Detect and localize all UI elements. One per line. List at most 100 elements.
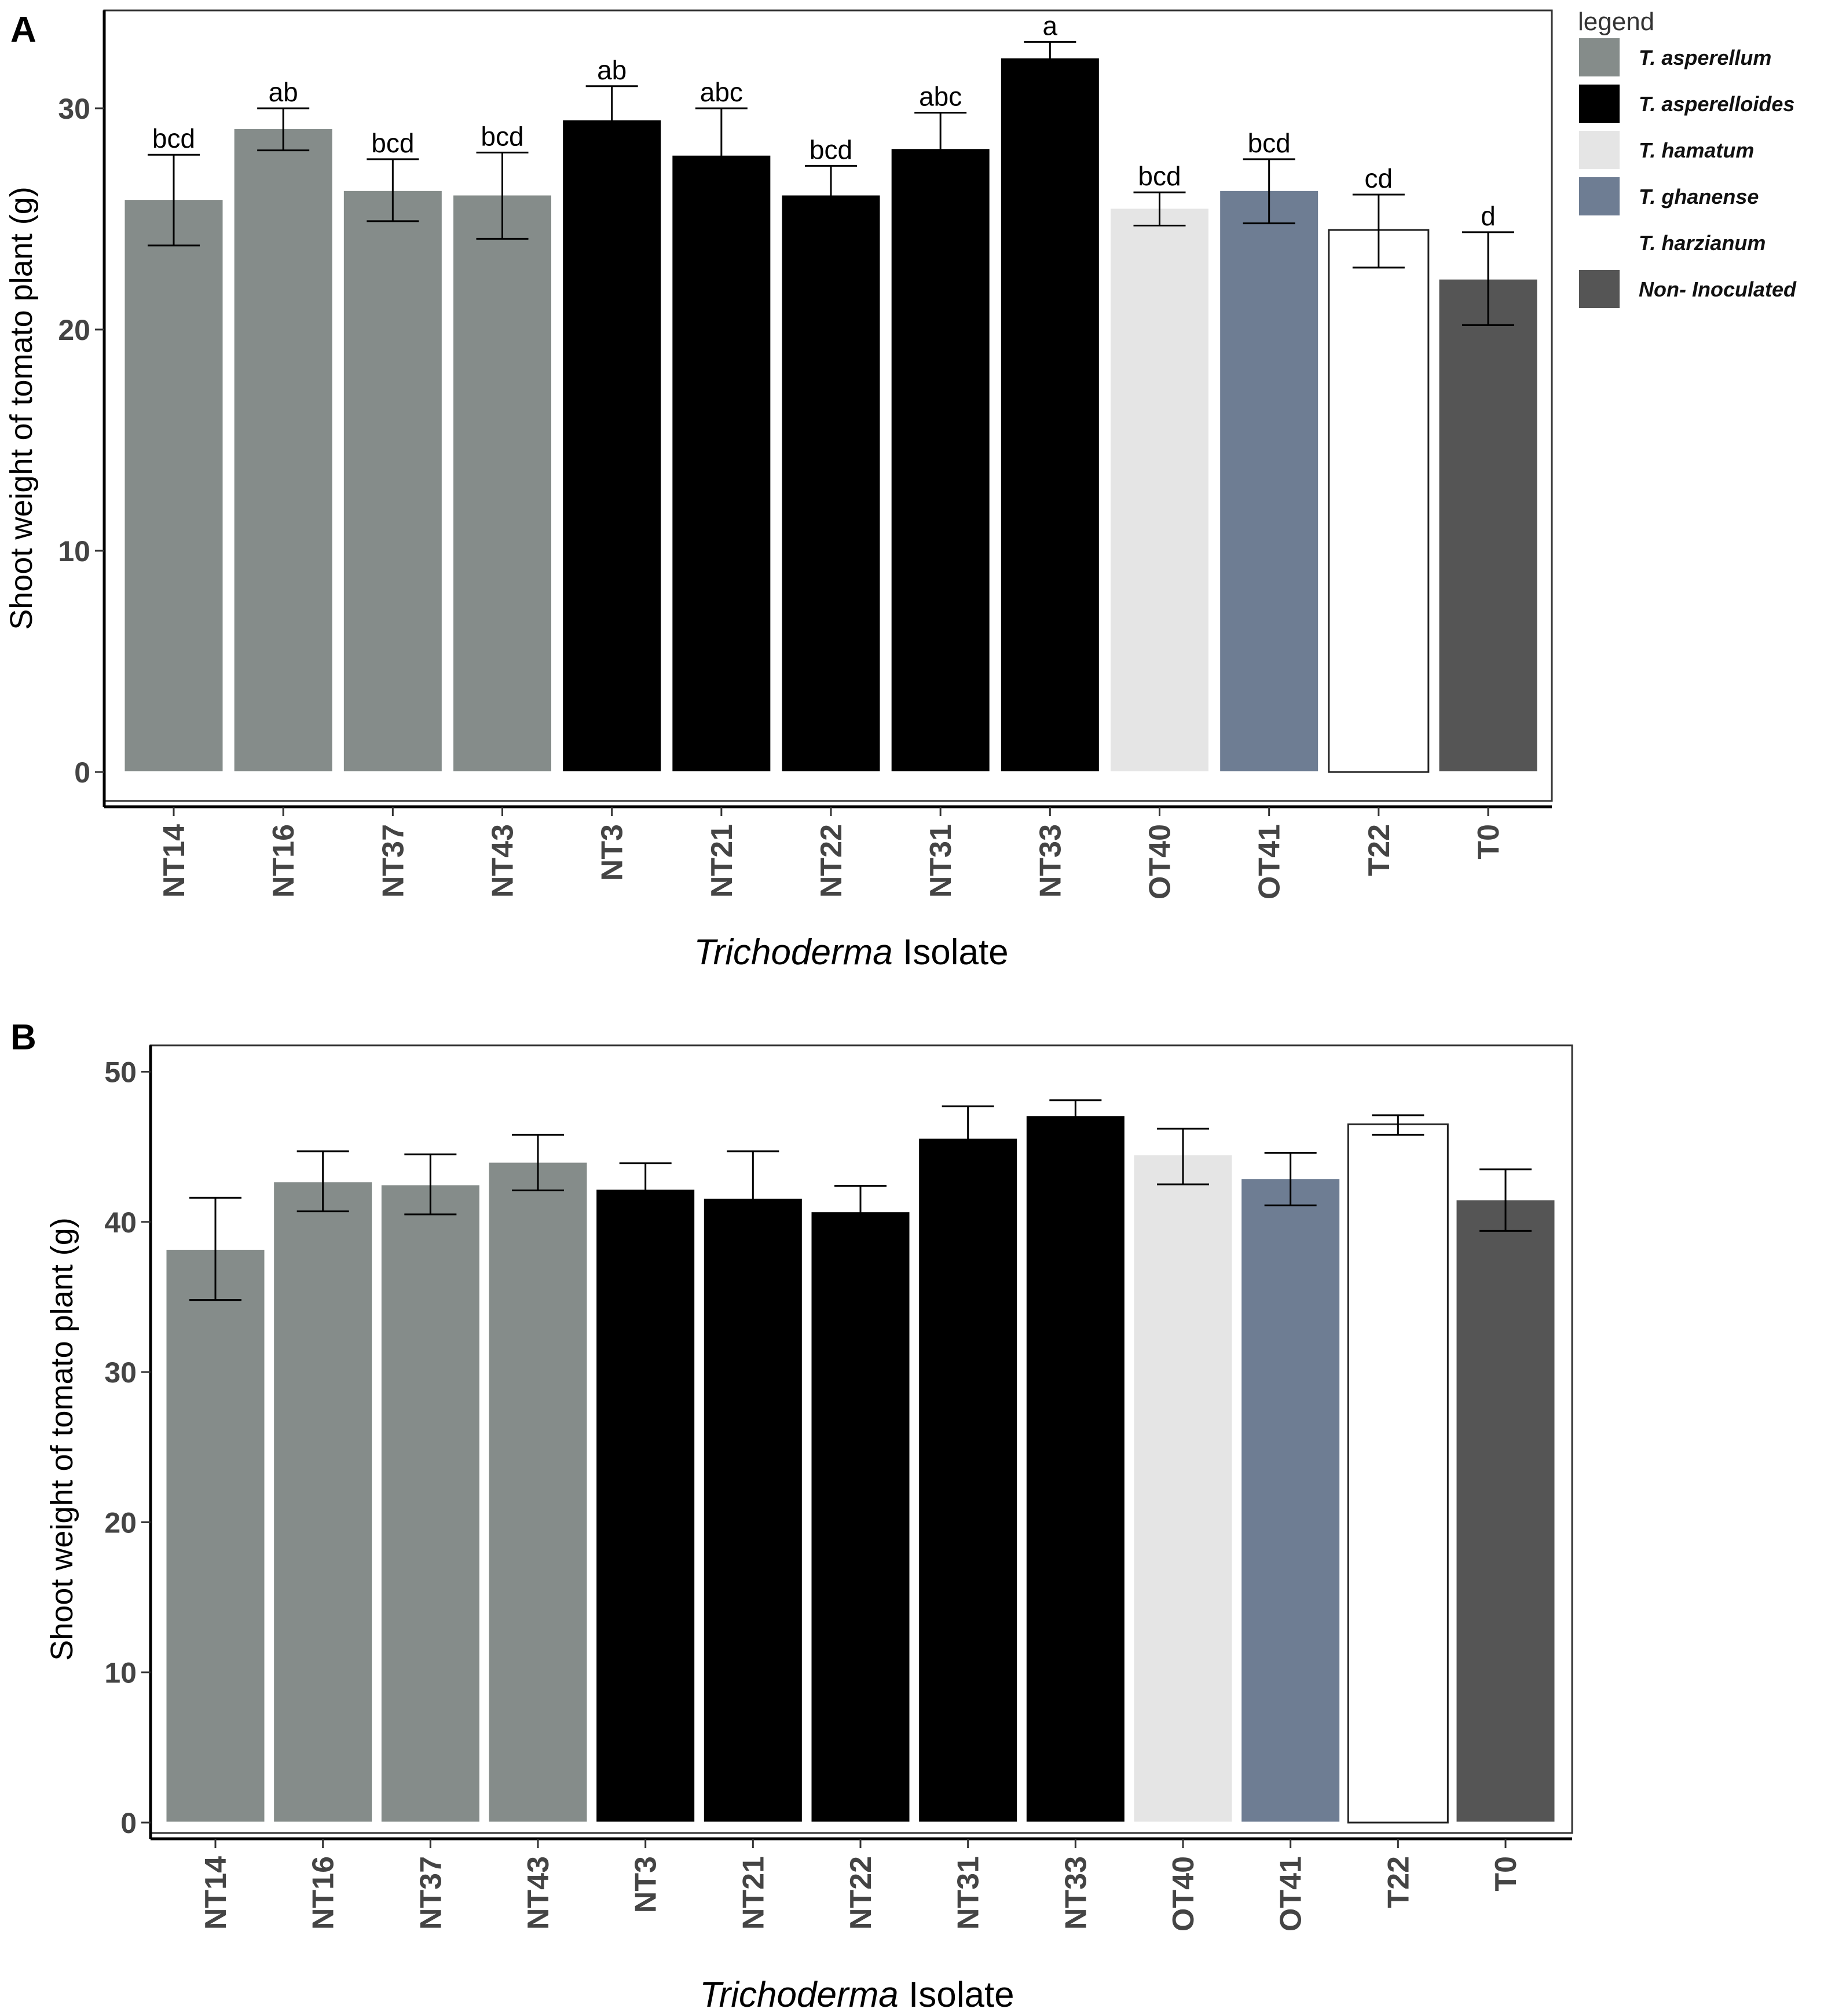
b-bar-NT16 bbox=[272, 1180, 374, 1824]
b-xtick-label-NT16: NT16 bbox=[307, 1856, 340, 1930]
a-letter-OT41: bcd bbox=[1248, 128, 1291, 158]
b-xtick-label-NT37: NT37 bbox=[414, 1856, 448, 1930]
panel-label-b: B bbox=[10, 1018, 36, 1058]
a-xtick-label-T22: T22 bbox=[1362, 824, 1396, 876]
b-xtick-label-OT41: OT41 bbox=[1274, 1856, 1308, 1931]
y-axis-title-b: Shoot weight of tomato plant (g) bbox=[45, 1217, 79, 1660]
a-bar-NT33 bbox=[999, 56, 1101, 773]
legend-label-0: T. asperellum bbox=[1639, 46, 1771, 69]
a-letter-NT22: bcd bbox=[810, 134, 852, 164]
legend: legend T. asperellum T. asperelloides T. h… bbox=[1578, 8, 1797, 308]
a-xtick-label-OT41: OT41 bbox=[1253, 824, 1287, 899]
b-bar-NT37 bbox=[379, 1183, 481, 1824]
a-xtick-label-NT16: NT16 bbox=[267, 824, 301, 898]
b-bar-NT14 bbox=[164, 1247, 266, 1824]
b-ytick-label-0: 0 bbox=[120, 1807, 137, 1839]
y-axis-a: 0 10 20 30 bbox=[58, 10, 106, 807]
error-bars-b bbox=[189, 1099, 1532, 1301]
b-bar-T22 bbox=[1347, 1123, 1449, 1824]
legend-key-4 bbox=[1579, 224, 1620, 262]
a-xtick-label-NT22: NT22 bbox=[815, 824, 848, 898]
legend-label-5: Non- Inoculated bbox=[1639, 277, 1797, 301]
legend-key-2 bbox=[1579, 131, 1620, 169]
y-axis-title-a: Shoot weight of tomato plant (g) bbox=[4, 186, 39, 630]
b-xtick-label-NT31: NT31 bbox=[952, 1856, 986, 1930]
x-axis-title-b-rest: Isolate bbox=[909, 1975, 1014, 2015]
a-ytick-label-10: 10 bbox=[58, 535, 90, 568]
legend-key-0 bbox=[1579, 38, 1620, 76]
b-xtick-label-T22: T22 bbox=[1382, 1856, 1415, 1908]
a-bar-NT31 bbox=[889, 147, 991, 773]
a-letter-NT14: bcd bbox=[152, 123, 195, 153]
x-axis-title-b-italic: Trichoderma bbox=[699, 1975, 898, 2015]
b-ytick-label-20: 20 bbox=[104, 1506, 137, 1539]
legend-key-3 bbox=[1579, 177, 1620, 215]
legend-title: legend bbox=[1578, 8, 1654, 36]
a-letter-T0: d bbox=[1481, 201, 1496, 231]
a-letter-NT33: a bbox=[1043, 10, 1058, 41]
a-xtick-label-NT3: NT3 bbox=[596, 824, 629, 881]
a-xtick-label-NT14: NT14 bbox=[158, 824, 191, 898]
y-axis-b: 0 10 20 30 40 50 bbox=[104, 1045, 152, 1839]
a-letter-NT3: ab bbox=[597, 55, 627, 85]
x-axis-title-b: Trichoderma Isolate bbox=[699, 1975, 1014, 2015]
x-axis-title-a: Trichoderma Isolate bbox=[694, 932, 1008, 972]
b-bar-NT22 bbox=[810, 1210, 911, 1824]
a-bar-NT37 bbox=[342, 189, 444, 773]
b-bar-OT41 bbox=[1240, 1177, 1342, 1824]
a-bar-NT22 bbox=[780, 193, 882, 773]
x-axis-title-a-rest: Isolate bbox=[903, 932, 1009, 972]
error-bars-a: bcd ab bcd bcd ab abc bcd abc a bcd bcd cd d bbox=[148, 10, 1514, 326]
x-tick-labels-b: NT14 NT16 NT37 NT43 NT3 NT21 NT22 NT31 NT33 OT40 O… bbox=[199, 1839, 1523, 1931]
a-ytick-label-30: 30 bbox=[58, 93, 90, 125]
a-ytick-label-0: 0 bbox=[74, 756, 90, 789]
b-ytick-label-50: 50 bbox=[104, 1056, 137, 1089]
bars-a bbox=[123, 56, 1539, 773]
x-axis-title-a-italic: Trichoderma bbox=[694, 932, 892, 972]
b-ytick-label-10: 10 bbox=[104, 1657, 137, 1689]
a-letter-T22: cd bbox=[1365, 163, 1393, 193]
a-bar-NT16 bbox=[232, 127, 334, 773]
b-bar-OT40 bbox=[1132, 1153, 1234, 1824]
panel-a: A 0 10 20 30 bcd ab bcd bcd ab abc bcd abc a bcd bcd c… bbox=[4, 9, 1553, 972]
b-ytick-label-30: 30 bbox=[104, 1356, 137, 1389]
a-xtick-label-T0: T0 bbox=[1472, 824, 1506, 859]
b-xtick-label-NT22: NT22 bbox=[844, 1856, 878, 1930]
b-xtick-label-NT14: NT14 bbox=[199, 1856, 233, 1930]
b-bar-NT21 bbox=[702, 1197, 804, 1824]
a-letter-NT16: ab bbox=[269, 77, 298, 107]
panel-label-a: A bbox=[10, 10, 36, 50]
a-bar-NT14 bbox=[123, 198, 225, 773]
b-ytick-label-40: 40 bbox=[104, 1206, 137, 1239]
a-letter-NT37: bcd bbox=[371, 128, 414, 158]
a-bar-OT40 bbox=[1109, 207, 1210, 773]
panel-b: B 0 10 20 30 40 50 NT14 NT16 NT37 NT43 NT3 NT21 NT2… bbox=[10, 1018, 1573, 2015]
a-letter-OT40: bcd bbox=[1138, 161, 1181, 191]
a-bar-T0 bbox=[1437, 277, 1539, 773]
a-bar-NT3 bbox=[561, 118, 663, 773]
a-xtick-label-OT40: OT40 bbox=[1144, 824, 1177, 899]
a-bar-NT21 bbox=[671, 153, 772, 773]
legend-key-5 bbox=[1579, 270, 1620, 308]
bars-b bbox=[164, 1114, 1556, 1824]
a-xtick-label-NT31: NT31 bbox=[924, 824, 958, 898]
b-bar-NT33 bbox=[1024, 1114, 1126, 1824]
legend-label-3: T. ghanense bbox=[1639, 185, 1759, 208]
a-xtick-label-NT43: NT43 bbox=[486, 824, 520, 898]
a-letter-NT43: bcd bbox=[481, 121, 523, 151]
b-bar-NT31 bbox=[917, 1137, 1019, 1824]
b-xtick-label-NT3: NT3 bbox=[629, 1856, 663, 1913]
b-xtick-label-NT33: NT33 bbox=[1059, 1856, 1093, 1930]
x-tick-labels-a: NT14 NT16 NT37 NT43 NT3 NT21 NT22 NT31 NT33 OT40 O… bbox=[158, 807, 1506, 899]
legend-label-2: T. hamatum bbox=[1639, 138, 1754, 162]
b-bar-NT3 bbox=[595, 1188, 697, 1824]
b-xtick-label-T0: T0 bbox=[1489, 1856, 1523, 1891]
a-bar-T22 bbox=[1328, 229, 1430, 773]
a-letter-NT31: abc bbox=[919, 82, 962, 112]
a-letter-NT21: abc bbox=[700, 77, 743, 107]
legend-label-4: T. harzianum bbox=[1639, 231, 1766, 255]
b-bar-T0 bbox=[1455, 1198, 1556, 1824]
b-bar-NT43 bbox=[487, 1161, 589, 1824]
a-bar-OT41 bbox=[1218, 189, 1320, 773]
